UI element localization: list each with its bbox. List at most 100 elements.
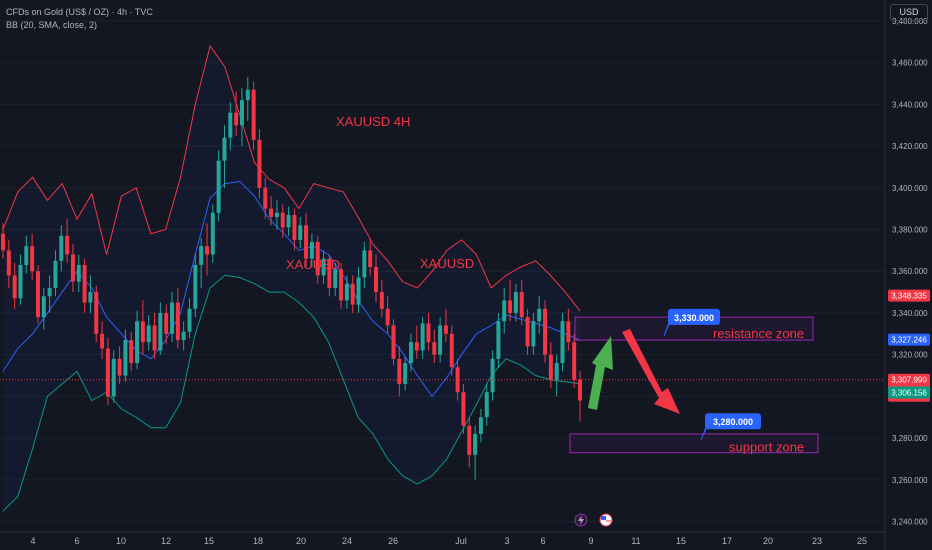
candle-body	[426, 323, 431, 343]
x-tick-label: Jul	[455, 536, 467, 546]
y-tick-label: 3,460.000	[892, 59, 928, 68]
candle-body	[164, 312, 169, 334]
candle-body	[438, 325, 443, 355]
candle-body	[280, 212, 285, 228]
candle-body	[239, 100, 244, 126]
candle-body	[432, 342, 437, 355]
candle-body	[344, 283, 349, 301]
candle-body	[35, 271, 40, 318]
candle-body	[455, 367, 460, 393]
candle-body	[519, 292, 524, 318]
y-tick-label: 3,380.000	[892, 225, 928, 234]
candle-body	[309, 242, 314, 259]
candle-body	[496, 321, 501, 359]
candle-body	[508, 300, 513, 313]
candle-body	[572, 342, 577, 380]
candle-body	[374, 267, 379, 293]
bb-fill	[3, 45, 580, 512]
candle-body	[397, 358, 402, 384]
bb-upper-line	[2, 44, 581, 312]
resistance-callout-label: 3,330.000	[674, 313, 714, 323]
candle-body	[548, 354, 553, 380]
y-tick-label: 3,280.000	[892, 434, 928, 443]
candle-body	[339, 269, 344, 301]
y-tick-label: 3,420.000	[892, 142, 928, 151]
candle-body	[543, 308, 548, 355]
chart-title-annotation: XAUUSD 4H	[336, 114, 410, 129]
x-tick-label: 25	[857, 536, 867, 546]
support-zone-label: support zone	[729, 440, 804, 455]
candle-body	[135, 321, 140, 364]
x-tick-label: 18	[253, 536, 263, 546]
resistance-callout-box[interactable]	[668, 308, 720, 325]
y-tick-label: 3,320.000	[892, 351, 928, 360]
candle-body	[467, 425, 472, 455]
candle-body	[47, 287, 52, 297]
candle-body	[403, 363, 408, 384]
candle-body	[199, 246, 204, 265]
candle-body	[414, 342, 419, 351]
xauusd-watermark-1: XAUUSD	[286, 257, 340, 272]
candle-body	[420, 323, 425, 351]
candle-body	[257, 139, 262, 188]
candle-body	[210, 212, 215, 255]
candle-body	[65, 235, 70, 255]
candle-body	[94, 292, 99, 334]
candle-body	[484, 392, 489, 418]
y-tick-label: 3,360.000	[892, 267, 928, 276]
candle-body	[473, 433, 478, 455]
candle-body	[140, 321, 145, 343]
candle-body	[100, 333, 105, 349]
symbol-title[interactable]: CFDs on Gold (US$ / OZ) · 4h · TVC	[6, 7, 153, 17]
candle-body	[204, 246, 209, 255]
y-tick-label: 3,240.000	[892, 518, 928, 527]
x-tick-label: 26	[388, 536, 398, 546]
x-tick-label: 15	[676, 536, 686, 546]
candle-body	[82, 264, 87, 303]
resistance-zone-label: resistance zone	[713, 326, 804, 341]
x-tick-label: 24	[342, 536, 352, 546]
candle-body	[286, 214, 291, 228]
candle-body	[554, 363, 559, 380]
candle-body	[123, 340, 128, 376]
candle-body	[111, 358, 116, 397]
candle-body	[321, 258, 326, 276]
x-tick-label: 3	[504, 536, 509, 546]
support-callout-label: 3,280.000	[713, 417, 753, 427]
bearish-arrow[interactable]	[622, 329, 680, 414]
candle-body	[53, 260, 58, 288]
candle-body	[24, 246, 29, 265]
candle-body	[146, 325, 151, 343]
candle-body	[385, 308, 390, 326]
candle-body	[88, 292, 93, 303]
candle-body	[187, 308, 192, 332]
candle-body	[578, 379, 582, 401]
x-tick-label: 20	[763, 536, 773, 546]
candle-body	[170, 302, 175, 334]
indicator-legend[interactable]: BB (20, SMA, close, 2)	[6, 20, 98, 30]
y-tick-label: 3,400.000	[892, 184, 928, 193]
x-tick-label: 12	[161, 536, 171, 546]
candle-body	[292, 214, 297, 240]
candle-body	[105, 348, 110, 397]
support-zone-box[interactable]	[569, 433, 819, 454]
support-callout-box[interactable]	[705, 413, 761, 430]
x-tick-label: 11	[631, 536, 640, 546]
candle-body	[350, 283, 355, 305]
x-tick-label: 9	[588, 536, 593, 546]
x-tick-label: 20	[296, 536, 306, 546]
candle-body	[566, 321, 571, 343]
currency-button[interactable]: USD	[890, 4, 928, 21]
candle-body	[216, 160, 221, 213]
candle-body	[59, 235, 64, 261]
upper-band-badge-bg	[888, 289, 930, 302]
y-tick-label: 3,480.000	[892, 17, 928, 26]
candle-body	[152, 325, 157, 351]
candle-body	[269, 208, 274, 217]
candle-body	[478, 417, 483, 434]
candle-body	[30, 246, 35, 272]
candle-body	[228, 112, 233, 138]
y-tick-label: 3,440.000	[892, 100, 928, 109]
bullish-arrow[interactable]	[588, 336, 613, 410]
